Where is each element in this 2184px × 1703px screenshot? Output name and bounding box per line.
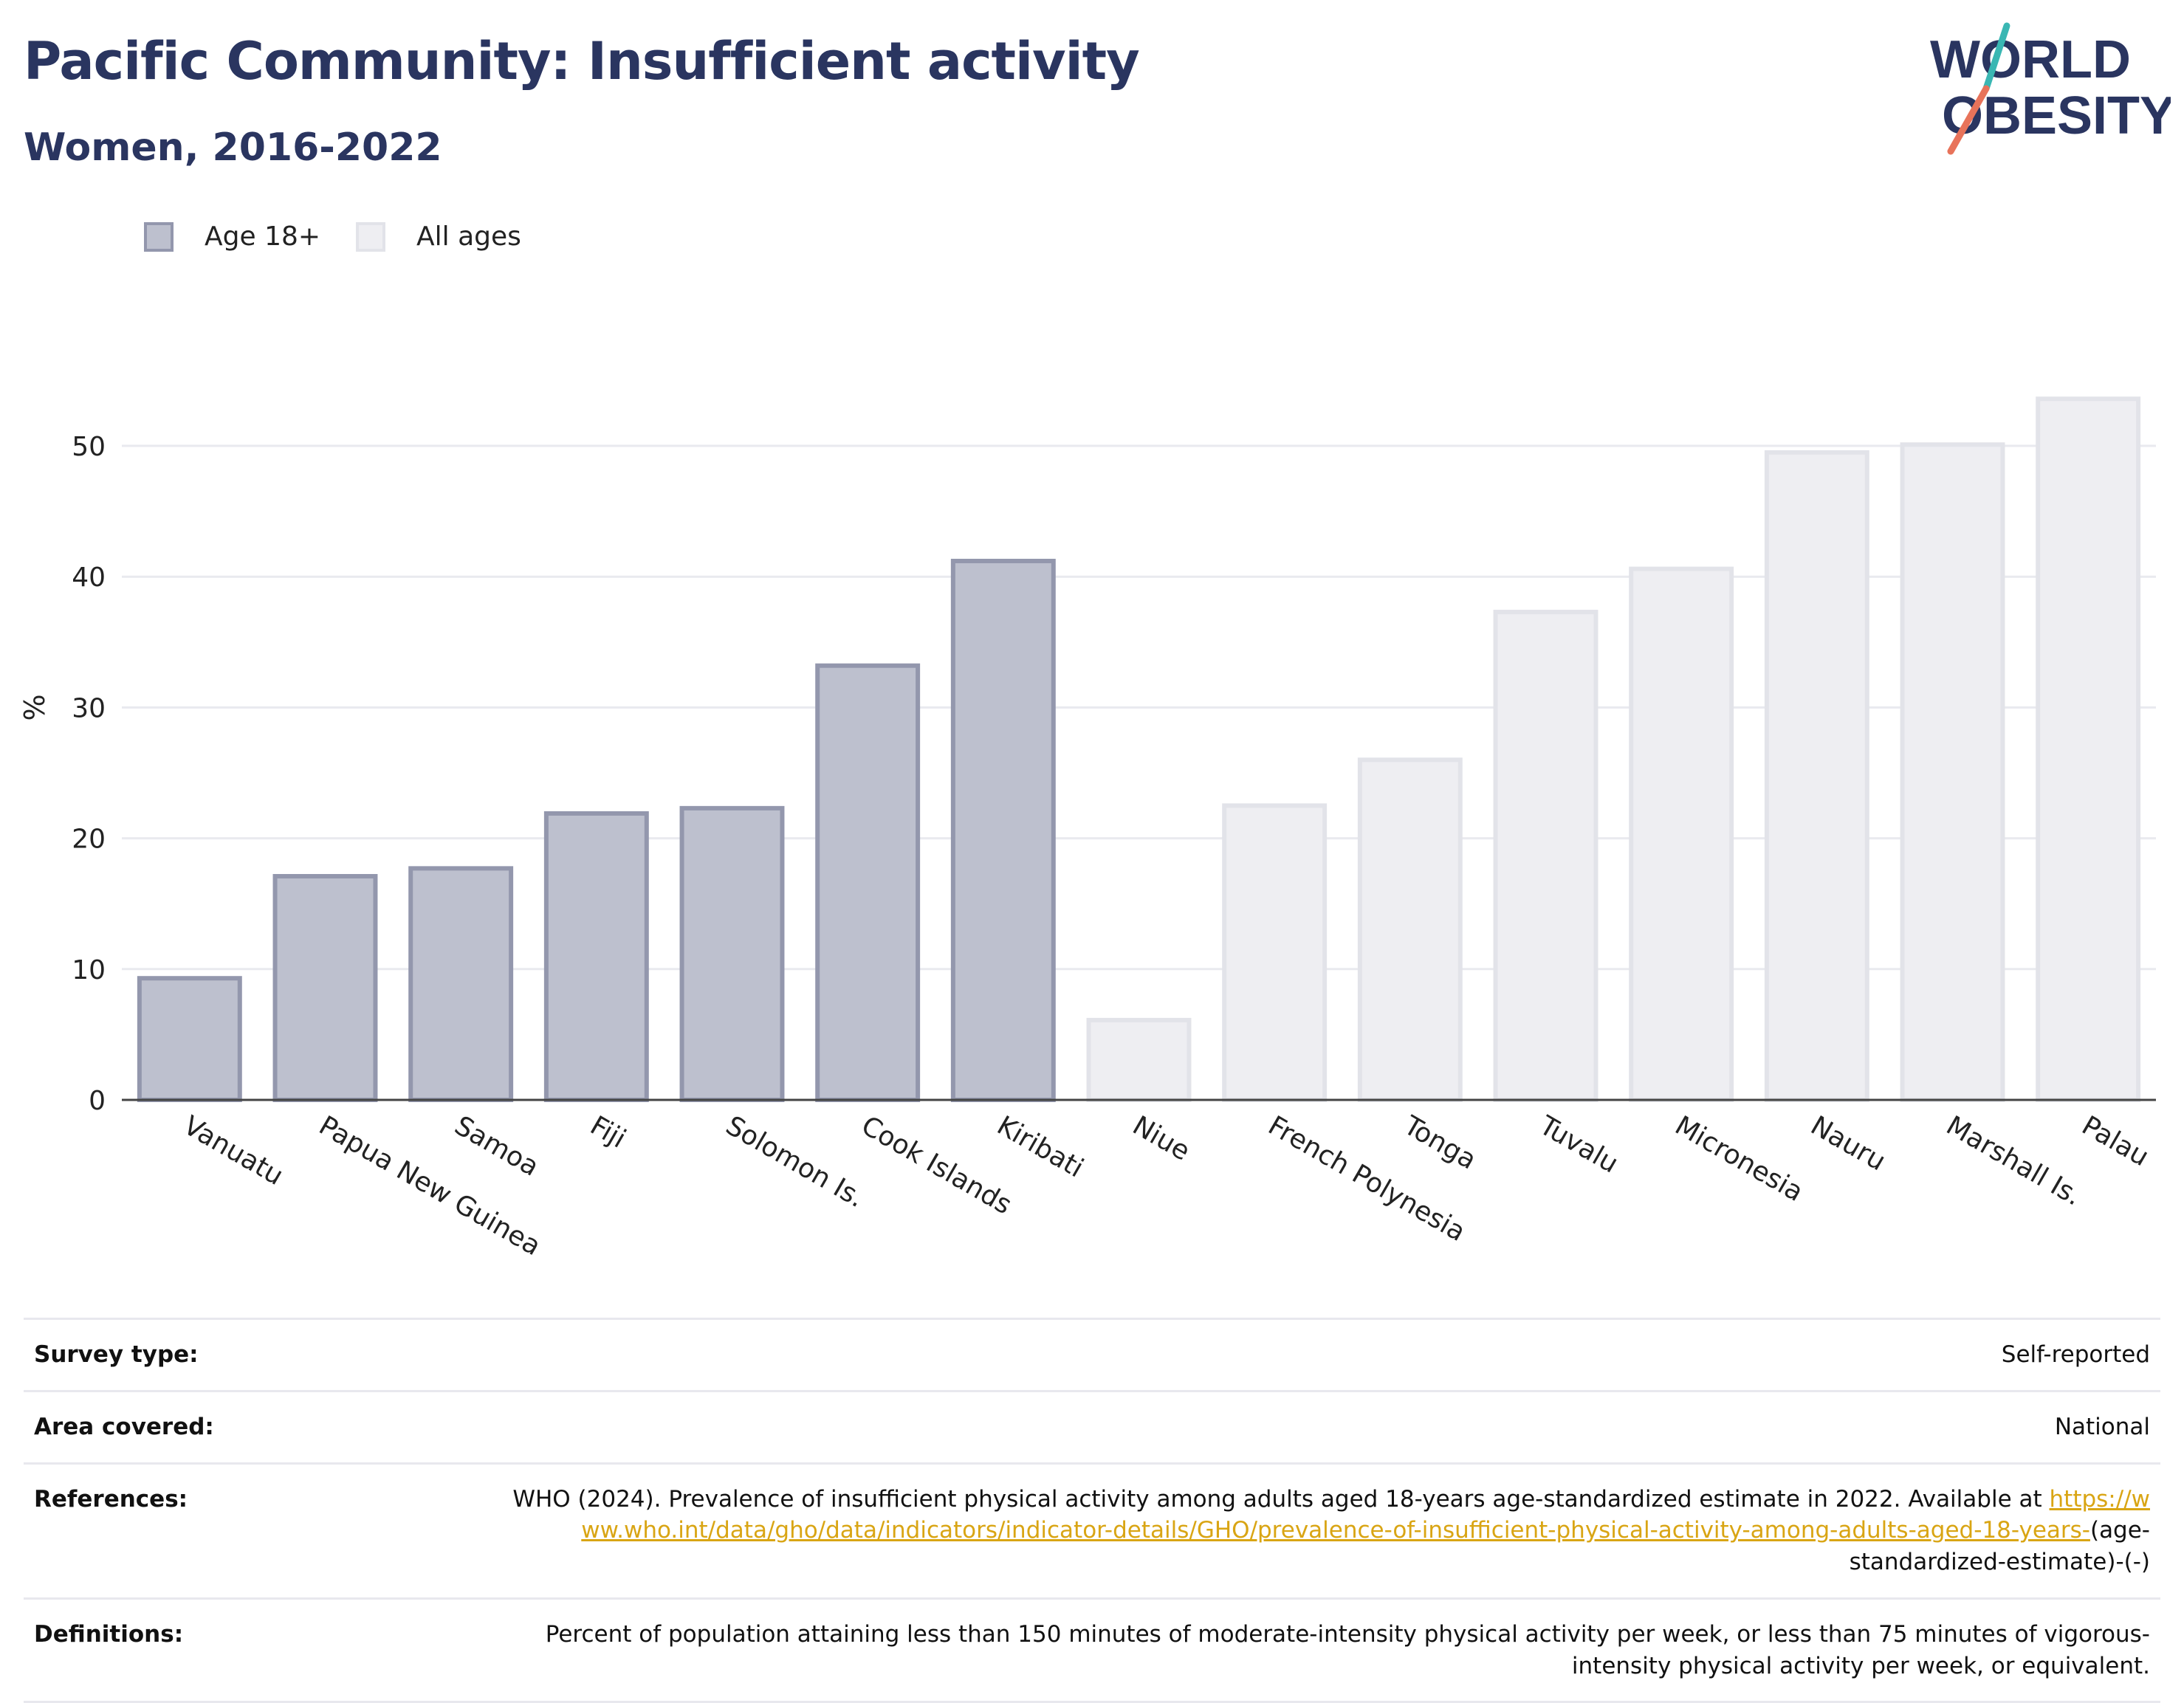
legend-swatch-age-18-plus bbox=[144, 221, 174, 252]
x-tick-label: Palau bbox=[2077, 1110, 2154, 1172]
legend-item-all-ages[interactable]: All ages bbox=[356, 221, 521, 252]
bar-chart: 0 10 20 30 40 50 Vanuatu Papua New GuineaSamoa… bbox=[18, 396, 2156, 1262]
x-tick-label: Micronesia bbox=[1670, 1110, 1808, 1208]
bar-tuvalu[interactable] bbox=[1493, 610, 1598, 1102]
info-row-survey-type: Survey type: Self-reported bbox=[24, 1318, 2160, 1391]
info-row-area-covered: Area covered: National bbox=[24, 1389, 2160, 1464]
y-tick-label: 20 bbox=[72, 825, 106, 855]
reference-text: WHO (2024). Prevalence of insufficient p… bbox=[512, 1485, 2050, 1513]
bar-palau[interactable] bbox=[2036, 396, 2141, 1103]
bar-nauru[interactable] bbox=[1764, 450, 1869, 1103]
info-table: Survey type: Self-reported Area covered:… bbox=[24, 1318, 2160, 1703]
bar-samoa[interactable] bbox=[408, 866, 514, 1102]
bar-french-polynesia[interactable] bbox=[1222, 803, 1328, 1102]
world-obesity-logo: WORLD OBESITY bbox=[1930, 22, 2171, 155]
bar-kiribati[interactable] bbox=[950, 558, 1056, 1102]
reference-text-suffix: (age-standardized-estimate)-(-) bbox=[1849, 1517, 2150, 1576]
bar-niue[interactable] bbox=[1086, 1017, 1192, 1103]
y-tick-label: 10 bbox=[72, 955, 106, 985]
info-label-area-covered: Area covered: bbox=[24, 1389, 487, 1464]
x-tick-label: Cook Islands bbox=[856, 1110, 1017, 1220]
chart-subtitle: Women, 2016-2022 bbox=[24, 125, 442, 170]
x-tick-label: Solomon Is. bbox=[721, 1110, 870, 1214]
x-tick-label: Nauru bbox=[1805, 1110, 1890, 1177]
y-tick-label: 50 bbox=[72, 432, 106, 462]
x-tick-label: Marshall Is. bbox=[1941, 1110, 2087, 1211]
bar-marshall-is[interactable] bbox=[1900, 442, 2005, 1102]
y-tick-label: 40 bbox=[72, 562, 106, 593]
info-row-definitions: Definitions: Percent of population attai… bbox=[24, 1597, 2160, 1703]
chart-legend: Age 18+ All ages bbox=[144, 221, 557, 252]
bar-cook-islands[interactable] bbox=[815, 663, 921, 1102]
legend-item-age-18-plus[interactable]: Age 18+ bbox=[144, 221, 320, 252]
info-value-references: WHO (2024). Prevalence of insufficient p… bbox=[487, 1462, 2160, 1599]
info-value-survey-type: Self-reported bbox=[487, 1318, 2160, 1391]
chart-title: Pacific Community: Insufficient activity bbox=[24, 31, 1140, 92]
y-tick-label: 30 bbox=[72, 693, 106, 723]
bar-fiji[interactable] bbox=[543, 811, 649, 1103]
info-label-definitions: Definitions: bbox=[24, 1597, 487, 1703]
logo-slash-teal bbox=[1982, 22, 2010, 92]
y-tick-labels: 0 10 20 30 40 50 bbox=[72, 432, 106, 1116]
x-tick-label: Samoa bbox=[450, 1110, 544, 1183]
logo-slash-coral bbox=[1947, 85, 1990, 155]
legend-label-age-18-plus: Age 18+ bbox=[205, 221, 321, 252]
legend-swatch-all-ages bbox=[356, 221, 386, 252]
y-tick-label: 0 bbox=[89, 1086, 106, 1116]
bar-papua-new-guinea[interactable] bbox=[272, 874, 378, 1102]
bars bbox=[137, 396, 2141, 1103]
x-tick-label: Fiji bbox=[585, 1110, 631, 1155]
legend-label-all-ages: All ages bbox=[416, 221, 521, 252]
x-tick-label: Vanuatu bbox=[178, 1110, 288, 1191]
bar-micronesia[interactable] bbox=[1629, 566, 1734, 1102]
info-label-survey-type: Survey type: bbox=[24, 1318, 487, 1391]
info-value-area-covered: National bbox=[487, 1389, 2160, 1464]
info-value-definitions: Percent of population attaining less tha… bbox=[487, 1597, 2160, 1703]
x-tick-label: Niue bbox=[1127, 1110, 1195, 1166]
bar-vanuatu[interactable] bbox=[137, 976, 242, 1102]
info-label-references: References: bbox=[24, 1462, 487, 1599]
bar-solomon-is[interactable] bbox=[679, 805, 785, 1102]
bar-tonga[interactable] bbox=[1357, 757, 1463, 1102]
info-row-references: References: WHO (2024). Prevalence of in… bbox=[24, 1462, 2160, 1599]
x-tick-label: Tonga bbox=[1398, 1110, 1481, 1176]
x-tick-label: Papua New Guinea bbox=[314, 1110, 546, 1262]
reference-link[interactable]: https://www.who.int/data/gho/data/indica… bbox=[581, 1485, 2150, 1544]
x-tick-label: Kiribati bbox=[992, 1110, 1088, 1183]
logo-word-world: WORLD bbox=[1930, 30, 2131, 89]
x-tick-label: Tuvalu bbox=[1534, 1110, 1623, 1180]
y-axis-label: % bbox=[18, 694, 51, 720]
logo-word-obesity: OBESITY bbox=[1942, 86, 2171, 145]
